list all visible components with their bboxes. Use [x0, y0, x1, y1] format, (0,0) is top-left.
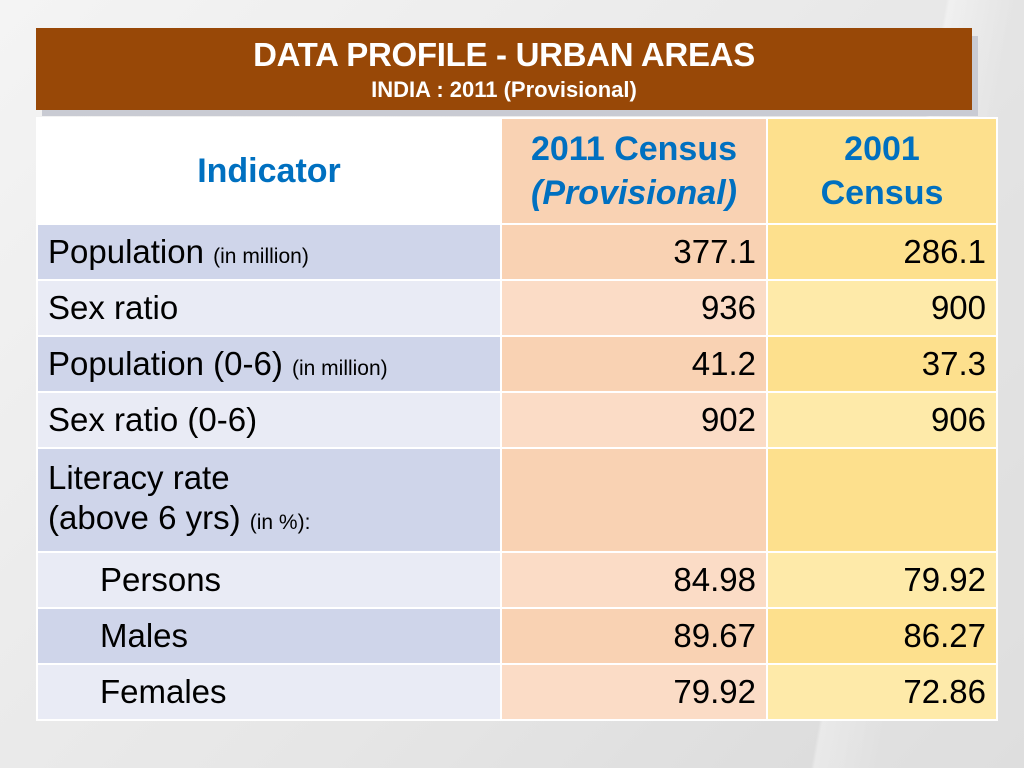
label-text: Population	[48, 233, 204, 270]
value-2011: 79.92	[500, 663, 768, 721]
header-row: Indicator 2011 Census (Provisional) 2001 C…	[36, 117, 998, 225]
unit-text: (in million)	[291, 357, 388, 380]
table-row: Population (0-6) (in million) 41.2 37.3	[36, 335, 998, 393]
row-label: Population (0-6) (in million)	[36, 335, 502, 393]
header-2011-line1: 2011 Census	[530, 130, 738, 168]
value-2011	[500, 447, 768, 553]
header-2001-line2: Census	[820, 174, 944, 212]
header-2001: 2001 Census	[766, 117, 998, 225]
table-row: Literacy rate (above 6 yrs) (in %):	[36, 447, 998, 553]
label-text: Population (0-6)	[48, 345, 283, 382]
value-2011: 377.1	[500, 223, 768, 281]
header-indicator: Indicator	[36, 117, 502, 225]
table-row: Population (in million) 377.1 286.1	[36, 223, 998, 281]
row-label: Literacy rate (above 6 yrs) (in %):	[36, 447, 502, 553]
table-row: Persons 84.98 79.92	[36, 551, 998, 609]
slide-subtitle: INDIA : 2011 (Provisional)	[371, 77, 637, 102]
value-2011: 84.98	[500, 551, 768, 609]
value-2011: 89.67	[500, 607, 768, 665]
table-row: Males 89.67 86.27	[36, 607, 998, 665]
label-text-2: (above 6 yrs)	[48, 498, 241, 536]
value-2011: 936	[500, 279, 768, 337]
title-bar: DATA PROFILE - URBAN AREAS INDIA : 2011 …	[36, 28, 972, 110]
header-2011-line2: (Provisional)	[531, 174, 737, 212]
value-2001: 286.1	[766, 223, 998, 281]
row-label: Sex ratio	[36, 279, 502, 337]
value-2001: 906	[766, 391, 998, 449]
value-2001: 72.86	[766, 663, 998, 721]
label-text: Literacy rate	[48, 458, 230, 496]
value-2001	[766, 447, 998, 553]
table-row: Sex ratio 936 900	[36, 279, 998, 337]
unit-text: (in million)	[213, 245, 309, 268]
value-2001: 900	[766, 279, 998, 337]
slide-title: DATA PROFILE - URBAN AREAS	[253, 36, 755, 73]
header-2001-line1: 2001	[844, 130, 920, 168]
header-2011: 2011 Census (Provisional)	[500, 117, 768, 225]
data-table: Indicator 2011 Census (Provisional) 2001 C…	[36, 117, 998, 721]
row-label: Population (in million)	[36, 223, 502, 281]
row-label: Sex ratio (0-6)	[36, 391, 502, 449]
value-2001: 79.92	[766, 551, 998, 609]
value-2001: 37.3	[766, 335, 998, 393]
value-2011: 41.2	[500, 335, 768, 393]
table-row: Sex ratio (0-6) 902 906	[36, 391, 998, 449]
unit-text: (in %):	[249, 510, 311, 534]
value-2011: 902	[500, 391, 768, 449]
value-2001: 86.27	[766, 607, 998, 665]
table-row: Females 79.92 72.86	[36, 663, 998, 721]
row-label: Females	[36, 663, 502, 721]
row-label: Males	[36, 607, 502, 665]
row-label: Persons	[36, 551, 502, 609]
